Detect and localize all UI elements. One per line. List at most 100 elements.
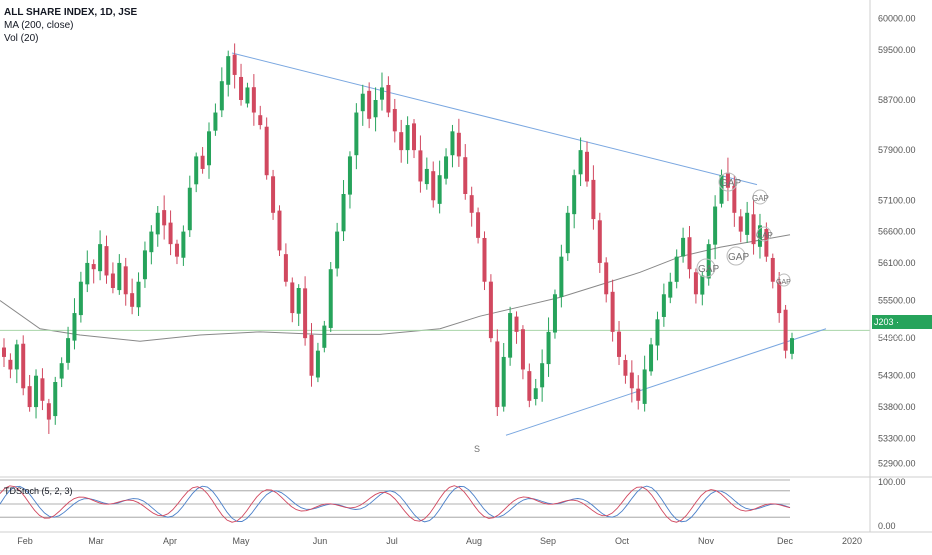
- time-tick-label: Oct: [615, 536, 630, 546]
- last-price-badge: J203 · 55022.87: [872, 315, 932, 341]
- moving-average-line: [0, 234, 791, 342]
- time-tick-label: Mar: [88, 536, 104, 546]
- candle-body: [27, 386, 32, 408]
- candle-body: [226, 56, 231, 85]
- candle-body: [751, 214, 756, 245]
- candle-body: [546, 331, 551, 365]
- price-badge-value: 55022.87: [874, 331, 912, 341]
- candle-body: [53, 382, 58, 417]
- candle-body: [200, 155, 205, 169]
- candle-body: [745, 212, 750, 235]
- price-badge-tag: J203: [874, 317, 894, 327]
- candle-body: [732, 185, 737, 213]
- candle-body: [700, 275, 705, 295]
- candle-body: [514, 316, 519, 332]
- price-tick-label: 54900.00: [878, 333, 916, 343]
- ma-indicator-label[interactable]: MA (200, close): [4, 20, 74, 31]
- candle-body: [328, 269, 333, 328]
- candle-body: [559, 256, 564, 298]
- volume-indicator-label[interactable]: Vol (20): [4, 33, 39, 44]
- candle-body: [59, 363, 64, 379]
- time-tick-label: 2020: [842, 536, 862, 546]
- gap-marker-circle: [696, 258, 716, 278]
- candle-body: [379, 87, 384, 100]
- candle-body: [725, 172, 730, 188]
- price-tick-label: 53300.00: [878, 433, 916, 443]
- signal-label: S: [474, 444, 480, 454]
- candle-body: [469, 195, 474, 213]
- candle-body: [693, 272, 698, 295]
- candle-body: [296, 288, 301, 314]
- candle-body: [527, 371, 532, 401]
- candle-body: [322, 325, 327, 348]
- time-tick-label: Feb: [17, 536, 33, 546]
- candle-body: [149, 231, 154, 253]
- candle-body: [572, 175, 577, 215]
- candle-body: [155, 212, 160, 235]
- candle-body: [373, 100, 378, 118]
- candle-body: [123, 266, 128, 295]
- resistance-trendline: [231, 52, 758, 186]
- candle-body: [476, 212, 481, 238]
- price-tick-label: 58700.00: [878, 95, 916, 105]
- oscillator-label[interactable]: TDStoch (5, 2, 3): [4, 486, 73, 496]
- gap-label: GAP: [698, 264, 719, 275]
- candle-body: [456, 132, 461, 157]
- price-tick-label: 56600.00: [878, 227, 916, 237]
- gap-marker-circle: [726, 246, 746, 266]
- candle-body: [271, 176, 276, 213]
- candle-body: [783, 309, 788, 351]
- candle-body: [713, 206, 718, 245]
- candle-body: [392, 108, 397, 132]
- gap-label: GAP: [752, 194, 769, 203]
- candle-body: [488, 281, 493, 339]
- candle-body: [8, 359, 13, 370]
- candle-body: [661, 294, 666, 317]
- price-tick-label: 52900.00: [878, 458, 916, 468]
- candle-body: [207, 131, 212, 166]
- candle-body: [495, 341, 500, 408]
- time-tick-label: Jul: [386, 536, 398, 546]
- candle-body: [764, 228, 769, 257]
- candle-body: [40, 378, 45, 401]
- candle-body: [668, 281, 673, 298]
- price-tick-label: 55500.00: [878, 296, 916, 306]
- price-tick-label: 57100.00: [878, 195, 916, 205]
- candle-body: [610, 291, 615, 332]
- candle-body: [2, 347, 6, 357]
- candle-body: [360, 93, 365, 112]
- chart-legend: ALL SHARE INDEX, 1D, JSE MA (200, close)…: [4, 6, 137, 45]
- candle-body: [405, 125, 410, 151]
- candle-body: [14, 344, 19, 370]
- gap-label: GAP: [728, 252, 749, 263]
- candle-body: [623, 360, 628, 376]
- candle-body: [533, 388, 538, 400]
- candle-body: [584, 151, 589, 182]
- candle-body: [770, 257, 775, 282]
- candle-body: [34, 375, 39, 408]
- time-tick-label: Jun: [313, 536, 328, 546]
- support-trendline: [505, 328, 827, 436]
- candle-body: [258, 115, 263, 126]
- candle-body: [98, 244, 103, 272]
- candle-body: [219, 81, 224, 111]
- candle-body: [629, 372, 634, 389]
- time-tick-label: Aug: [466, 536, 482, 546]
- candle-body: [591, 179, 596, 220]
- candle-body: [386, 84, 391, 113]
- symbol-title: ALL SHARE INDEX, 1D, JSE: [4, 7, 138, 18]
- candle-body: [78, 281, 83, 316]
- candle-body: [117, 262, 122, 291]
- candle-body: [66, 338, 71, 363]
- candle-body: [719, 175, 724, 204]
- candle-body: [636, 388, 641, 401]
- candle-body: [130, 293, 135, 307]
- candle-body: [520, 329, 525, 370]
- candle-body: [642, 369, 647, 404]
- candle-body: [245, 87, 250, 104]
- candle-body: [424, 168, 429, 185]
- price-tick-label: 57900.00: [878, 145, 916, 155]
- candle-body: [450, 131, 455, 156]
